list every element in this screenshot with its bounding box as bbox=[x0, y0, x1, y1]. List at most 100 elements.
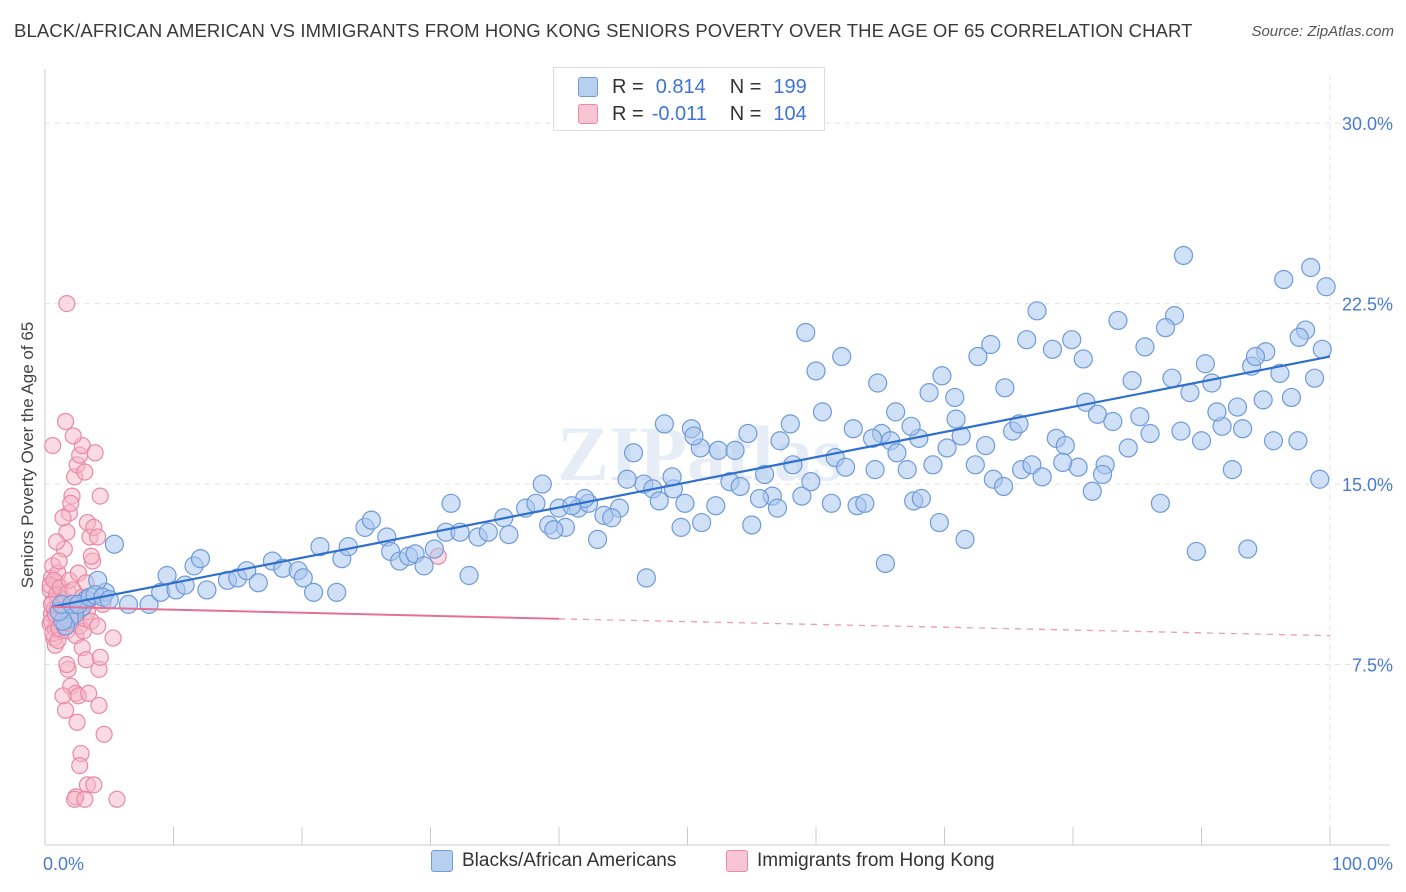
data-point-hong-kong bbox=[108, 790, 126, 808]
data-point-black bbox=[835, 457, 856, 477]
data-point-black bbox=[1062, 330, 1082, 350]
data-point-black bbox=[1087, 404, 1108, 424]
data-point-black bbox=[812, 402, 833, 422]
data-point-hong-kong bbox=[50, 552, 68, 570]
data-point-black bbox=[1108, 310, 1128, 331]
data-point-black bbox=[1017, 330, 1037, 350]
data-point-black bbox=[478, 522, 498, 542]
data-point-black bbox=[801, 472, 821, 492]
data-point-black bbox=[929, 512, 949, 533]
data-point-black bbox=[706, 496, 726, 516]
data-point-black bbox=[862, 428, 883, 448]
data-point-black bbox=[587, 529, 608, 550]
data-point-black bbox=[649, 491, 669, 511]
data-point-black bbox=[968, 346, 988, 367]
data-point-black bbox=[946, 409, 966, 429]
data-point-hong-kong bbox=[76, 463, 94, 481]
legend-row-hong-kong: R = -0.011 N = 104 bbox=[578, 101, 807, 127]
data-point-black bbox=[1118, 438, 1138, 458]
data-point-black bbox=[1103, 411, 1123, 432]
source-note: Source: ZipAtlas.com bbox=[1251, 23, 1394, 40]
legend-r-value: 0.814 bbox=[655, 75, 706, 98]
data-point-black bbox=[1281, 387, 1302, 408]
data-point-black bbox=[1092, 464, 1113, 485]
legend-label-black: Blacks/African Americans bbox=[462, 850, 677, 871]
data-point-black bbox=[1135, 337, 1155, 357]
data-point-black bbox=[1186, 541, 1206, 562]
trend-line-hong-kong bbox=[51, 605, 560, 620]
data-point-black bbox=[303, 582, 324, 602]
data-point-black bbox=[855, 493, 875, 513]
data-point-black bbox=[532, 474, 552, 494]
data-point-black bbox=[441, 493, 461, 513]
series-legend: Blacks/African Americans Immigrants from… bbox=[0, 850, 1406, 878]
data-point-black bbox=[118, 594, 139, 614]
data-point-black bbox=[424, 539, 444, 559]
data-point-black bbox=[636, 568, 656, 588]
data-point-hong-kong bbox=[80, 684, 98, 703]
data-point-black bbox=[742, 515, 762, 535]
data-point-black bbox=[1310, 469, 1330, 489]
data-point-black bbox=[708, 440, 728, 460]
data-point-black bbox=[955, 529, 975, 550]
legend-swatch-pink bbox=[726, 850, 748, 872]
data-point-hong-kong bbox=[62, 494, 80, 512]
data-point-black bbox=[919, 383, 939, 403]
data-point-black bbox=[617, 469, 637, 489]
data-point-black bbox=[981, 334, 1001, 355]
y-tick-label: 22.5% bbox=[1342, 295, 1393, 315]
data-point-black bbox=[965, 455, 985, 475]
data-point-hong-kong bbox=[104, 629, 122, 647]
chart-title: BLACK/AFRICAN AMERICAN VS IMMIGRANTS FRO… bbox=[14, 20, 1193, 41]
trend-line-hong-kong-extension bbox=[558, 618, 1331, 637]
data-point-hong-kong bbox=[54, 509, 72, 527]
y-tick-label: 15.0% bbox=[1342, 475, 1393, 495]
data-point-black bbox=[951, 426, 971, 446]
data-point-black bbox=[361, 510, 381, 530]
data-point-black bbox=[1263, 431, 1284, 451]
data-point-hong-kong bbox=[82, 547, 100, 565]
data-point-black bbox=[994, 476, 1014, 497]
legend-r-label: R = bbox=[612, 102, 644, 125]
data-point-hong-kong bbox=[58, 655, 76, 674]
data-point-hong-kong bbox=[64, 427, 82, 445]
data-point-black bbox=[865, 460, 885, 480]
data-point-black bbox=[1042, 339, 1063, 359]
data-point-black bbox=[1073, 349, 1093, 369]
data-point-black bbox=[1207, 402, 1227, 422]
data-point-black bbox=[911, 488, 931, 509]
legend-swatch-pink bbox=[578, 104, 598, 124]
data-point-black bbox=[1150, 493, 1170, 513]
data-point-black bbox=[602, 508, 622, 528]
data-point-hong-kong bbox=[76, 790, 94, 808]
data-point-black bbox=[821, 493, 842, 513]
y-tick-label: 30.0% bbox=[1342, 114, 1393, 134]
data-point-black bbox=[104, 534, 124, 554]
data-point-black bbox=[1173, 245, 1194, 266]
data-point-black bbox=[875, 553, 895, 574]
data-point-black bbox=[1222, 460, 1242, 480]
legend-swatch-blue bbox=[578, 77, 598, 97]
data-point-hong-kong bbox=[86, 444, 104, 462]
data-point-black bbox=[945, 387, 965, 408]
data-point-black bbox=[1140, 423, 1160, 444]
legend-r-label: R = bbox=[612, 75, 644, 98]
data-point-black bbox=[414, 556, 434, 576]
data-point-black bbox=[886, 402, 906, 422]
legend-item-black[interactable]: Blacks/African Americans bbox=[431, 850, 676, 872]
data-point-black bbox=[293, 568, 313, 588]
data-point-black bbox=[780, 414, 800, 434]
legend-r-value: -0.011 bbox=[651, 102, 707, 125]
x-tick-label: 100.0% bbox=[1332, 854, 1393, 874]
legend-item-hong-kong[interactable]: Immigrants from Hong Kong bbox=[726, 850, 995, 872]
data-point-black bbox=[887, 443, 907, 463]
legend-n-value: 104 bbox=[773, 102, 807, 125]
data-point-hong-kong bbox=[85, 776, 103, 794]
data-point-hong-kong bbox=[89, 528, 107, 546]
data-point-black bbox=[923, 455, 943, 475]
legend-label-hong-kong: Immigrants from Hong Kong bbox=[757, 850, 995, 871]
data-point-hong-kong bbox=[89, 617, 107, 635]
data-point-hong-kong bbox=[47, 533, 66, 551]
data-point-black bbox=[190, 549, 211, 569]
